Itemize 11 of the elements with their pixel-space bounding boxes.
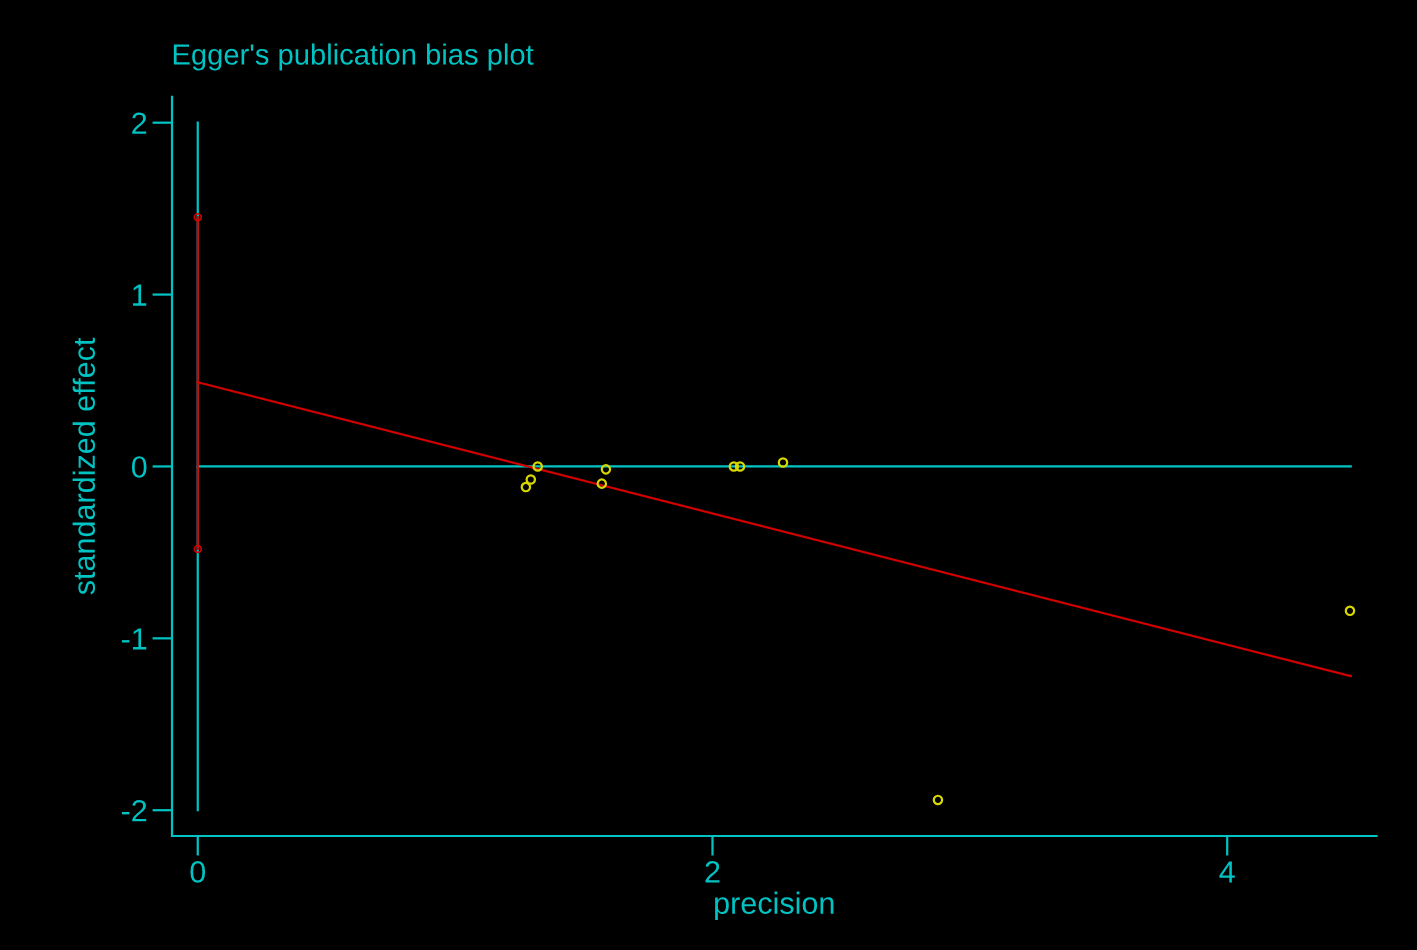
x-tick-label: 0 xyxy=(190,861,206,883)
y-tick-label: 2 xyxy=(132,112,147,134)
x-tick-label: 2 xyxy=(705,861,720,883)
chart-title: Egger's publication bias plot xyxy=(173,43,534,71)
y-axis-title: standardized effect xyxy=(72,337,96,595)
x-axis-title: precision xyxy=(715,891,834,921)
y-tick-label: -2 xyxy=(121,799,147,822)
y-tick-label: 0 xyxy=(131,456,147,478)
x-tick-label: 4 xyxy=(1219,861,1235,883)
y-tick-label: -1 xyxy=(121,628,147,650)
y-tick-label: 1 xyxy=(133,284,147,306)
